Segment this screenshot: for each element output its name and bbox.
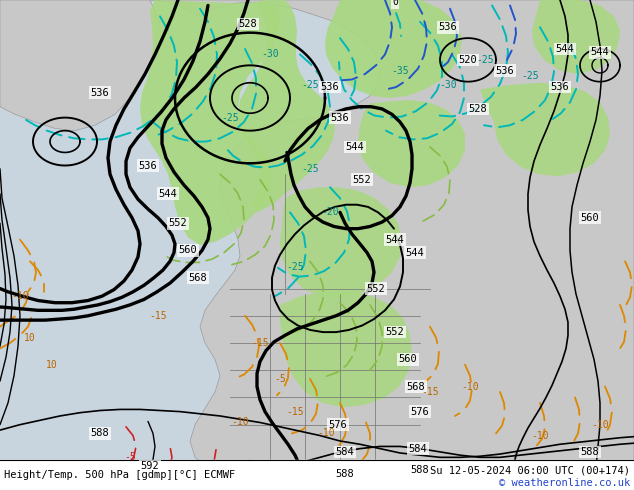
Text: 10: 10 (46, 360, 58, 370)
Text: 568: 568 (189, 272, 207, 283)
Text: 536: 536 (91, 88, 110, 98)
Text: -10: -10 (591, 419, 609, 430)
Text: -15: -15 (251, 338, 269, 348)
Text: 544: 544 (158, 189, 178, 199)
Polygon shape (140, 0, 280, 245)
Text: -25: -25 (521, 71, 539, 81)
Text: 528: 528 (469, 104, 488, 114)
Text: 568: 568 (406, 382, 425, 392)
Text: 0: 0 (392, 0, 398, 7)
Text: 544: 544 (591, 47, 609, 57)
Text: 560: 560 (179, 245, 197, 255)
Polygon shape (325, 0, 462, 98)
Text: -10: -10 (461, 382, 479, 392)
Text: 560: 560 (399, 354, 417, 365)
Text: 552: 552 (385, 327, 404, 337)
Text: -10: -10 (11, 291, 29, 301)
Text: -25: -25 (221, 113, 239, 122)
Text: 544: 544 (406, 247, 424, 258)
Text: 588: 588 (581, 447, 599, 457)
Polygon shape (358, 100, 465, 187)
Text: 576: 576 (411, 407, 429, 416)
Text: 552: 552 (169, 218, 188, 228)
Text: 536: 536 (321, 82, 339, 92)
Text: -25: -25 (301, 80, 319, 90)
Text: 536: 536 (496, 66, 514, 76)
Text: -30: -30 (261, 49, 279, 59)
Text: 520: 520 (458, 55, 477, 65)
Text: -25: -25 (301, 164, 319, 174)
Text: -10: -10 (317, 428, 335, 439)
Text: 588: 588 (335, 468, 354, 479)
Text: 592: 592 (141, 461, 159, 471)
Text: -5: -5 (274, 374, 286, 384)
Polygon shape (0, 0, 160, 131)
Text: -10: -10 (531, 431, 549, 441)
Text: -20: -20 (321, 207, 339, 218)
Text: -30: -30 (439, 80, 457, 90)
Text: -35: -35 (391, 66, 409, 76)
Polygon shape (150, 0, 634, 490)
Text: 528: 528 (238, 19, 257, 29)
Text: 588: 588 (91, 428, 110, 439)
Text: 584: 584 (409, 443, 427, 454)
Text: 536: 536 (330, 113, 349, 122)
Text: 544: 544 (346, 142, 365, 152)
Text: -25: -25 (286, 262, 304, 272)
Polygon shape (280, 292, 412, 407)
Text: 10: 10 (24, 333, 36, 343)
Text: 544: 544 (555, 44, 574, 54)
Text: 576: 576 (328, 419, 347, 430)
Text: -10: -10 (231, 417, 249, 427)
Polygon shape (238, 0, 335, 212)
Text: 588: 588 (411, 466, 429, 475)
Text: -25: -25 (476, 55, 494, 65)
Text: 544: 544 (385, 235, 404, 245)
Text: 552: 552 (353, 174, 372, 185)
Text: 536: 536 (550, 82, 569, 92)
Text: -15: -15 (286, 407, 304, 416)
Polygon shape (480, 83, 610, 176)
Polygon shape (280, 187, 402, 298)
Text: Height/Temp. 500 hPa [gdmp][°C] ECMWF: Height/Temp. 500 hPa [gdmp][°C] ECMWF (4, 470, 235, 480)
Polygon shape (532, 0, 620, 74)
Text: 536: 536 (439, 22, 457, 32)
Text: 536: 536 (139, 161, 157, 171)
Text: -5: -5 (124, 452, 136, 463)
Text: 584: 584 (335, 447, 354, 457)
Text: 560: 560 (581, 213, 599, 223)
Text: Su 12-05-2024 06:00 UTC (00+174): Su 12-05-2024 06:00 UTC (00+174) (430, 466, 630, 475)
Text: © weatheronline.co.uk: © weatheronline.co.uk (499, 478, 630, 489)
Text: -15: -15 (149, 311, 167, 321)
Text: 552: 552 (366, 284, 385, 294)
Text: -15: -15 (421, 387, 439, 397)
